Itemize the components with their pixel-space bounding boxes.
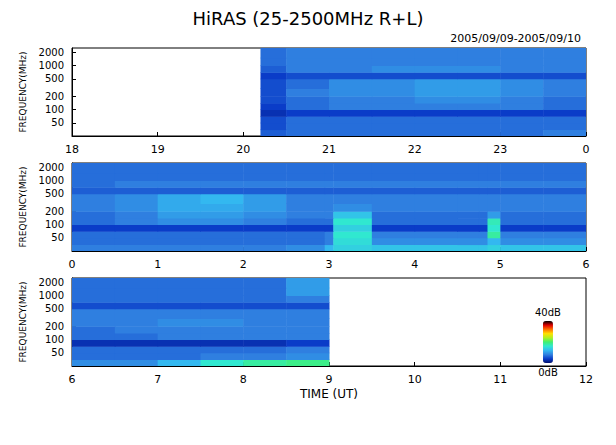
svg-text:200: 200 [45, 206, 64, 217]
svg-text:9: 9 [326, 373, 333, 386]
svg-text:1000: 1000 [39, 175, 64, 186]
svg-text:4: 4 [411, 258, 418, 271]
svg-text:8: 8 [240, 373, 247, 386]
svg-text:FREQUENCY(MHz): FREQUENCY(MHz) [18, 166, 28, 247]
svg-text:500: 500 [45, 303, 64, 314]
svg-text:1000: 1000 [39, 60, 64, 71]
svg-text:3: 3 [326, 258, 333, 271]
svg-text:200: 200 [45, 91, 64, 102]
svg-text:22: 22 [408, 143, 422, 156]
svg-text:50: 50 [51, 347, 64, 358]
svg-text:6: 6 [583, 258, 590, 271]
svg-text:1000: 1000 [39, 290, 64, 301]
svg-text:20: 20 [236, 143, 250, 156]
svg-text:2000: 2000 [39, 162, 64, 173]
svg-text:HiRAS (25-2500MHz R+L): HiRAS (25-2500MHz R+L) [193, 8, 424, 29]
svg-text:FREQUENCY(MHz): FREQUENCY(MHz) [18, 281, 28, 362]
svg-text:5: 5 [497, 258, 504, 271]
svg-text:11: 11 [493, 373, 507, 386]
svg-text:FREQUENCY(MHz): FREQUENCY(MHz) [18, 51, 28, 132]
svg-text:2000: 2000 [39, 277, 64, 288]
svg-text:40dB: 40dB [535, 307, 561, 318]
svg-text:12: 12 [579, 373, 593, 386]
svg-text:0dB: 0dB [538, 367, 558, 378]
svg-text:6: 6 [69, 373, 76, 386]
svg-text:7: 7 [154, 373, 161, 386]
svg-text:10: 10 [408, 373, 422, 386]
svg-text:0: 0 [69, 258, 76, 271]
svg-text:2005/09/09-2005/09/10: 2005/09/09-2005/09/10 [450, 32, 581, 45]
svg-text:21: 21 [322, 143, 336, 156]
svg-text:1: 1 [154, 258, 161, 271]
svg-text:100: 100 [45, 334, 64, 345]
svg-text:TIME (UT): TIME (UT) [299, 387, 358, 401]
svg-text:100: 100 [45, 219, 64, 230]
svg-text:2000: 2000 [39, 47, 64, 58]
svg-text:200: 200 [45, 321, 64, 332]
svg-text:50: 50 [51, 117, 64, 128]
svg-text:500: 500 [45, 73, 64, 84]
svg-text:100: 100 [45, 104, 64, 115]
svg-text:500: 500 [45, 188, 64, 199]
svg-text:23: 23 [493, 143, 507, 156]
svg-text:18: 18 [65, 143, 79, 156]
svg-text:2: 2 [240, 258, 247, 271]
svg-text:0: 0 [583, 143, 590, 156]
svg-text:19: 19 [151, 143, 165, 156]
svg-text:50: 50 [51, 232, 64, 243]
